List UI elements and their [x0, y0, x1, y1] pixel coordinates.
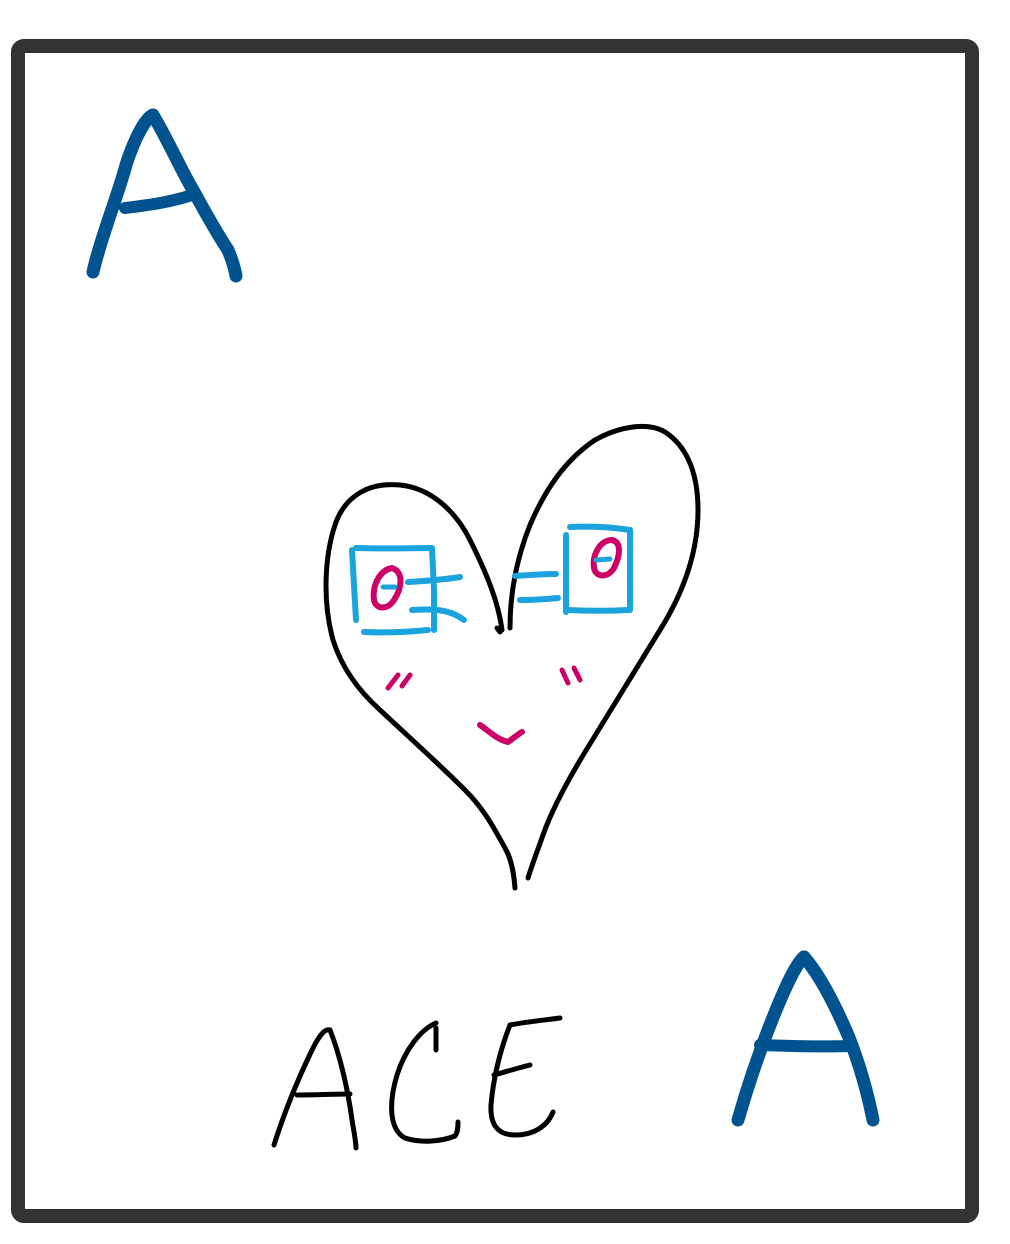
caption-ace: ACE	[271, 1015, 563, 1151]
card-frame	[11, 39, 979, 1223]
heart-face-icon	[323, 424, 701, 891]
corner-rank-top: A	[86, 108, 243, 283]
left-pupil	[370, 565, 404, 611]
corner-rank-bottom: A	[731, 950, 880, 1127]
smile	[477, 722, 525, 745]
right-pupil	[590, 537, 622, 579]
heart-outline	[323, 482, 518, 891]
glasses-icon	[349, 523, 633, 636]
